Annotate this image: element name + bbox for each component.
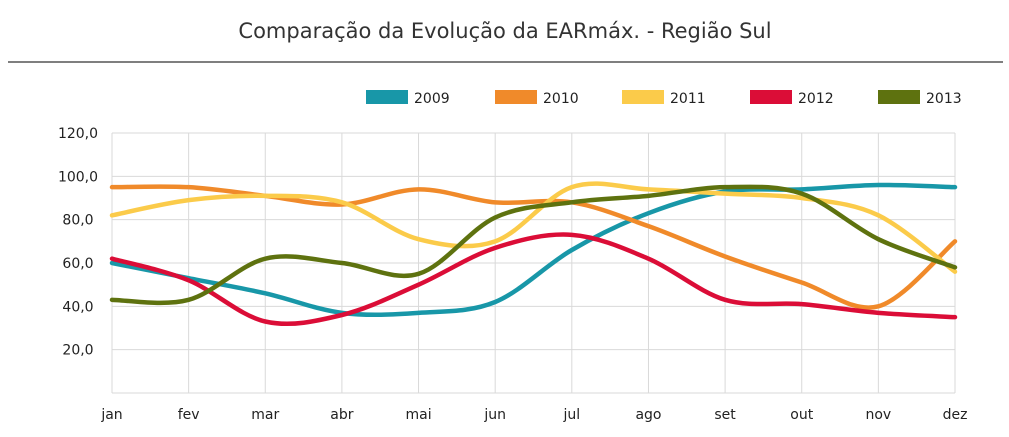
grid (111, 132, 956, 394)
series-line-2011 (109, 181, 958, 274)
x-axis-ticks: jan fev mar abr mai jun jul ago set out nov dez (100, 407, 967, 423)
legend-swatch-2013 (878, 90, 920, 104)
y-tick-label: 100,0 (58, 169, 98, 185)
series-line-2012 (109, 232, 958, 326)
series-lines (109, 181, 958, 326)
legend-swatch-2011 (622, 90, 664, 104)
series-line-2009 (109, 182, 958, 318)
x-tick-label: jul (562, 407, 580, 423)
x-tick-label: ago (635, 407, 661, 423)
legend-label-2011: 2011 (670, 91, 706, 107)
x-tick-label: jun (483, 407, 506, 423)
chart-title: Comparação da Evolução da EARmáx. - Regi… (238, 19, 771, 43)
x-tick-label: out (790, 407, 813, 423)
legend-swatch-2010 (495, 90, 537, 104)
x-tick-label: jan (100, 407, 122, 423)
y-axis-ticks: 20,0 40,0 60,0 80,0 100,0 120,0 (58, 126, 98, 359)
legend-label-2009: 2009 (414, 91, 450, 107)
x-tick-label: abr (330, 407, 353, 423)
x-tick-label: mar (251, 407, 279, 423)
legend-label-2013: 2013 (926, 91, 962, 107)
y-tick-label: 60,0 (62, 256, 93, 272)
legend: 2009 2010 2011 2012 2013 (366, 90, 962, 107)
legend-label-2010: 2010 (543, 91, 579, 107)
x-tick-label: set (714, 407, 736, 423)
x-tick-label: mai (405, 407, 431, 423)
legend-swatch-2012 (750, 90, 792, 104)
y-tick-label: 40,0 (62, 299, 93, 315)
legend-label-2012: 2012 (798, 91, 834, 107)
y-tick-label: 80,0 (62, 213, 93, 229)
x-tick-label: dez (943, 407, 968, 423)
series-line-2013 (109, 184, 958, 306)
x-tick-label: nov (865, 407, 891, 423)
y-tick-label: 20,0 (62, 343, 93, 359)
x-tick-label: fev (178, 407, 200, 423)
legend-swatch-2009 (366, 90, 408, 104)
y-tick-label: 120,0 (58, 126, 98, 142)
